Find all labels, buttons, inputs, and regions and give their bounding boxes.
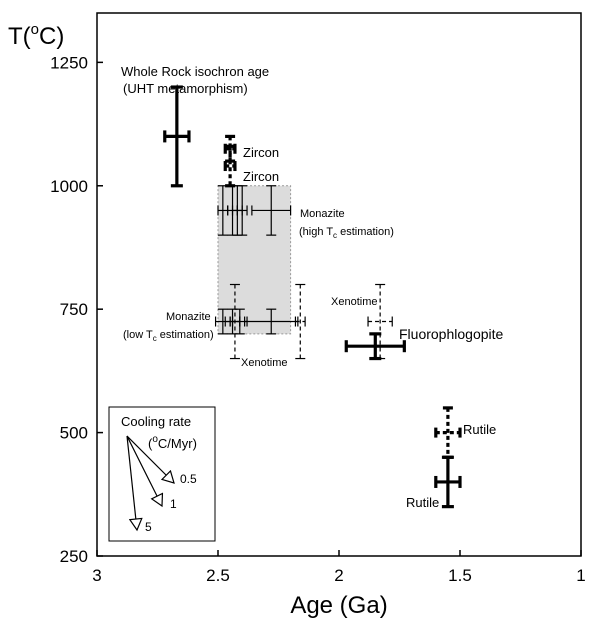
error-bar-point <box>344 332 406 361</box>
label-xenotime-1: Xenotime <box>241 357 287 369</box>
label-rutile-1: Rutile <box>463 422 496 437</box>
legend-rate-5: 5 <box>145 520 152 534</box>
monazite-low-prefix: (low T <box>123 329 153 341</box>
monazite-low-suffix: estimation) <box>157 329 214 341</box>
series-layer <box>163 85 462 509</box>
legend-unit: (oC/Myr) <box>148 434 197 451</box>
error-bar-point <box>163 85 191 188</box>
y-axis-title: T(oC) <box>8 21 64 50</box>
x-tick-label: 3 <box>92 566 101 585</box>
cooling-rate-legend: Cooling rate (oC/Myr) 0.5 1 5 <box>108 406 216 542</box>
error-bar-point <box>236 185 248 236</box>
legend-unit-open: ( <box>148 436 153 451</box>
label-monazite-high-sub: (high Tc estimation) <box>299 226 394 240</box>
x-axis-title: Age (Ga) <box>290 592 387 619</box>
x-tick-label: 2 <box>334 566 343 585</box>
x-tick-label: 2.5 <box>206 566 230 585</box>
label-xenotime-2: Xenotime <box>331 296 377 308</box>
y-axis-title-sup: o <box>31 21 39 38</box>
y-axis: 250 500 750 1000 1250 <box>50 53 103 566</box>
legend-unit-close: C/Myr) <box>158 436 197 451</box>
high-low-tc-shaded-region <box>217 185 292 335</box>
label-zircon-2: Zircon <box>243 169 279 184</box>
label-monazite-low: Monazite <box>166 311 211 323</box>
y-tick-label: 1250 <box>50 53 88 72</box>
monazite-high-prefix: (high T <box>299 226 333 238</box>
legend-rate-0.5: 0.5 <box>180 472 197 486</box>
x-tick-label: 1 <box>576 566 585 585</box>
monazite-high-suffix: estimation) <box>337 226 394 238</box>
y-axis-title-main: T( <box>8 23 31 50</box>
legend-title: Cooling rate <box>121 414 191 429</box>
y-tick-label: 250 <box>60 547 88 566</box>
y-tick-label: 500 <box>60 424 88 443</box>
error-bar-point <box>244 308 299 335</box>
y-tick-label: 750 <box>60 300 88 319</box>
legend-rate-1: 1 <box>170 497 177 511</box>
error-bar-point <box>251 185 292 236</box>
label-whole-rock-line2: (UHT metamorphism) <box>123 81 248 96</box>
x-axis: 3 2.5 2 1.5 1 <box>92 550 586 585</box>
error-bar-point <box>434 455 462 509</box>
label-zircon-1: Zircon <box>243 145 279 160</box>
error-bar-point <box>294 283 306 360</box>
label-fluorophlogopite: Fluorophlogopite <box>399 326 504 342</box>
x-tick-label: 1.5 <box>448 566 472 585</box>
y-axis-title-end: C) <box>39 23 64 50</box>
label-monazite-high: Monazite <box>300 208 345 220</box>
y-tick-label: 1000 <box>50 177 88 196</box>
legend-unit-sup: o <box>152 434 158 445</box>
monazite-high-subscript: c <box>333 231 337 240</box>
label-monazite-low-sub: (low Tc estimation) <box>123 329 214 343</box>
error-bar-point <box>229 283 241 360</box>
label-whole-rock-line1: Whole Rock isochron age <box>121 64 269 79</box>
label-rutile-2: Rutile <box>406 495 439 510</box>
arrow-rate-5 <box>126 435 137 530</box>
arrow-rate-1 <box>126 435 162 506</box>
monazite-low-subscript: c <box>153 334 157 343</box>
arrow-rate-0.5 <box>126 435 174 483</box>
